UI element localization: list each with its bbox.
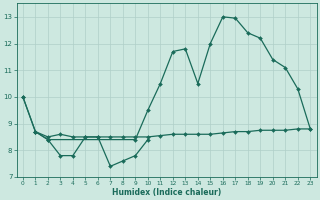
X-axis label: Humidex (Indice chaleur): Humidex (Indice chaleur) [112,188,221,197]
